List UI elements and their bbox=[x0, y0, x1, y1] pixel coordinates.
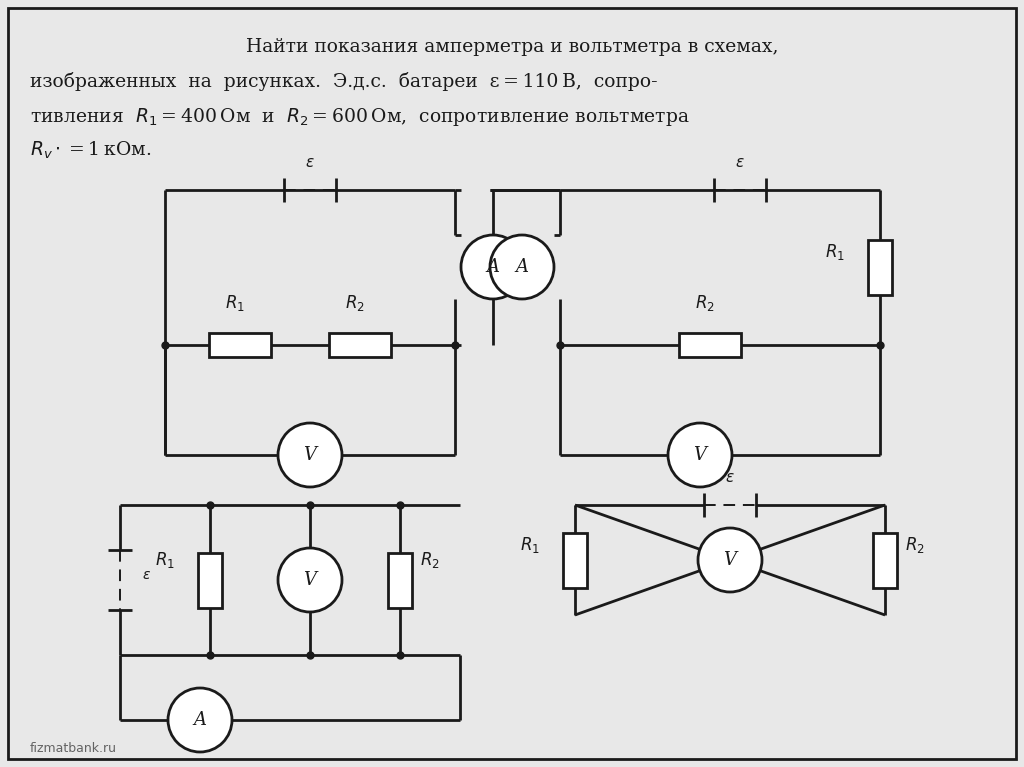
Text: $R_2$: $R_2$ bbox=[695, 293, 715, 313]
Text: A: A bbox=[486, 258, 500, 276]
Text: $R_1$: $R_1$ bbox=[520, 535, 540, 555]
Bar bbox=[388, 552, 412, 607]
Text: A: A bbox=[194, 711, 207, 729]
Circle shape bbox=[698, 528, 762, 592]
Text: V: V bbox=[303, 571, 316, 589]
Bar bbox=[563, 532, 587, 588]
Bar bbox=[209, 333, 271, 357]
Text: $\varepsilon$: $\varepsilon$ bbox=[142, 568, 151, 582]
Bar bbox=[679, 333, 741, 357]
Text: $R_2$: $R_2$ bbox=[905, 535, 925, 555]
Bar bbox=[868, 239, 892, 295]
Text: $\varepsilon$: $\varepsilon$ bbox=[305, 156, 314, 170]
Text: изображенных  на  рисунках.  Э.д.с.  батареи  ε = 110 В,  сопро-: изображенных на рисунках. Э.д.с. батареи… bbox=[30, 72, 657, 91]
Text: $R_2$: $R_2$ bbox=[420, 550, 439, 570]
Circle shape bbox=[278, 423, 342, 487]
Text: V: V bbox=[724, 551, 736, 569]
Circle shape bbox=[168, 688, 232, 752]
Bar bbox=[873, 532, 897, 588]
Text: $R_1$: $R_1$ bbox=[825, 242, 845, 262]
Bar bbox=[198, 552, 222, 607]
Circle shape bbox=[490, 235, 554, 299]
Text: $R_1$: $R_1$ bbox=[155, 550, 175, 570]
Text: V: V bbox=[693, 446, 707, 464]
Text: V: V bbox=[303, 446, 316, 464]
Text: A: A bbox=[515, 258, 528, 276]
Text: Найти показания амперметра и вольтметра в схемах,: Найти показания амперметра и вольтметра … bbox=[246, 38, 778, 56]
Text: $R_{v}\cdot$ = 1 кОм.: $R_{v}\cdot$ = 1 кОм. bbox=[30, 140, 152, 161]
Circle shape bbox=[461, 235, 525, 299]
Text: $\varepsilon$: $\varepsilon$ bbox=[725, 471, 735, 485]
Circle shape bbox=[278, 548, 342, 612]
Text: $R_2$: $R_2$ bbox=[345, 293, 365, 313]
Text: $R_1$: $R_1$ bbox=[225, 293, 245, 313]
Circle shape bbox=[668, 423, 732, 487]
Text: fizmatbank.ru: fizmatbank.ru bbox=[30, 742, 117, 755]
Text: $\varepsilon$: $\varepsilon$ bbox=[735, 156, 744, 170]
Bar bbox=[329, 333, 391, 357]
Text: тивления  $R_1$ = 400 Ом  и  $R_2$ = 600 Ом,  сопротивление вольтметра: тивления $R_1$ = 400 Ом и $R_2$ = 600 Ом… bbox=[30, 106, 689, 128]
